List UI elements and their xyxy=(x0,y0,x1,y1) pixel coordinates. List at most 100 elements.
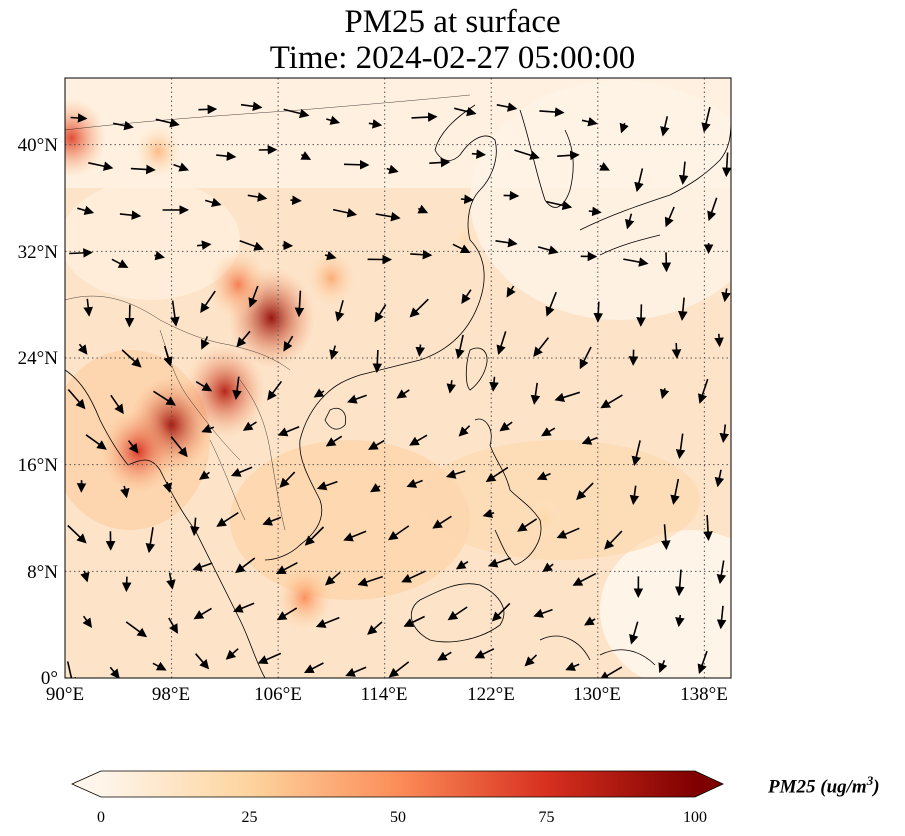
map-area xyxy=(65,78,731,678)
wind-arrow xyxy=(201,424,215,433)
wind-arrow xyxy=(460,194,474,205)
wind-arrow xyxy=(154,250,165,261)
lon-tick-label: 106°E xyxy=(254,684,302,705)
pm25-hotspot xyxy=(526,497,563,539)
wind-arrow xyxy=(506,285,516,298)
wind-arrow xyxy=(119,210,142,220)
wind-arrow xyxy=(458,425,471,437)
colorbar-label-main: PM25 (ug/m xyxy=(768,776,867,798)
wind-arrow xyxy=(636,304,646,327)
wind-arrow xyxy=(537,245,559,255)
wind-arrow xyxy=(600,394,623,409)
wind-arrow xyxy=(67,388,86,410)
wind-arrow xyxy=(721,152,731,178)
pm25-hotspot xyxy=(102,409,175,494)
wind-arrow xyxy=(411,112,438,122)
wind-arrow xyxy=(489,376,499,392)
wind-arrow xyxy=(584,616,596,626)
colorbar-tick-label: 25 xyxy=(242,809,258,826)
lat-tick-label: 0° xyxy=(41,668,58,689)
wind-arrow xyxy=(604,530,623,550)
wind-arrow xyxy=(370,483,381,493)
wind-arrow xyxy=(495,237,518,248)
wind-arrow xyxy=(714,469,725,488)
wind-arrow xyxy=(200,336,210,350)
colorbar-label: PM25 (ug/m3) xyxy=(768,773,880,798)
wind-arrow xyxy=(368,439,385,450)
wind-arrow xyxy=(204,197,222,208)
wind-arrow xyxy=(415,344,425,357)
wind-arrow xyxy=(659,388,670,400)
wind-arrow xyxy=(634,168,644,193)
wind-arrow xyxy=(216,512,239,527)
wind-arrow xyxy=(368,119,383,129)
wind-arrow xyxy=(396,389,410,399)
wind-arrow xyxy=(152,661,167,671)
wind-arrow xyxy=(290,195,302,206)
title-line-1: PM25 at surface xyxy=(344,4,561,40)
wind-arrow xyxy=(530,382,541,405)
colorbar: 0 25 50 75 100 xyxy=(71,770,724,826)
wind-arrow xyxy=(374,304,387,323)
wind-arrow xyxy=(461,289,472,305)
wind-arrow xyxy=(242,421,257,431)
wind-arrow xyxy=(660,524,671,551)
map-frame xyxy=(64,77,732,679)
title-line-2: Time: 2024-02-27 05:00:00 xyxy=(269,40,636,76)
wind-arrow xyxy=(572,572,597,586)
wind-arrow xyxy=(455,560,469,570)
wind-arrow xyxy=(678,297,688,321)
wind-arrow xyxy=(658,660,668,673)
wind-arrow xyxy=(514,149,540,160)
wind-arrow xyxy=(675,433,686,460)
wind-arrow xyxy=(85,434,107,450)
wind-arrow xyxy=(343,159,370,170)
wind-arrow xyxy=(194,653,210,670)
wind-arrow xyxy=(230,466,253,477)
lon-tick-label: 130°E xyxy=(573,684,621,705)
pm25-hotspot xyxy=(277,566,333,630)
wind-arrow xyxy=(316,480,338,491)
plateau-area xyxy=(65,180,240,300)
wind-arrow xyxy=(304,526,325,546)
gridlines xyxy=(65,78,731,678)
wind-arrow xyxy=(345,666,367,677)
wind-arrow xyxy=(332,208,358,218)
wind-arrow xyxy=(401,570,426,583)
wind-arrow xyxy=(410,249,433,260)
wind-arrow xyxy=(455,334,465,359)
wind-arrow xyxy=(496,331,507,356)
wind-arrow xyxy=(593,301,604,323)
wind-arrow xyxy=(248,285,259,308)
colorbar-tick-label: 100 xyxy=(683,809,707,826)
wind-arrow xyxy=(491,602,511,622)
wind-arrow xyxy=(496,102,518,112)
japan-coast xyxy=(579,119,731,256)
wind-arrow xyxy=(170,300,180,327)
se-clean-area xyxy=(600,530,731,678)
wind-arrow xyxy=(485,466,509,483)
wind-arrow xyxy=(239,239,264,251)
wind-arrow xyxy=(190,517,200,537)
wind-arrow xyxy=(216,151,237,161)
pm25-hotspot xyxy=(448,219,481,257)
wind-arrow xyxy=(153,390,176,406)
wind-arrow xyxy=(155,118,180,128)
wind-arrow xyxy=(335,300,345,322)
wind-arrow xyxy=(545,291,557,317)
wind-arrow xyxy=(279,471,296,488)
wind-arrow xyxy=(326,115,341,125)
wind-arrow xyxy=(357,575,383,587)
pacific-haze xyxy=(420,440,700,560)
wind-arrow xyxy=(346,394,367,404)
wind-arrow xyxy=(542,562,554,573)
wind-arrow xyxy=(446,380,457,394)
wind-arrow xyxy=(77,205,95,216)
wind-arrow xyxy=(452,243,471,254)
colorbar-tick-label: 50 xyxy=(390,809,406,826)
wind-arrow xyxy=(121,576,132,593)
philippines xyxy=(474,418,542,566)
colorbar-outline xyxy=(71,770,724,798)
wind-arrow xyxy=(124,304,135,328)
